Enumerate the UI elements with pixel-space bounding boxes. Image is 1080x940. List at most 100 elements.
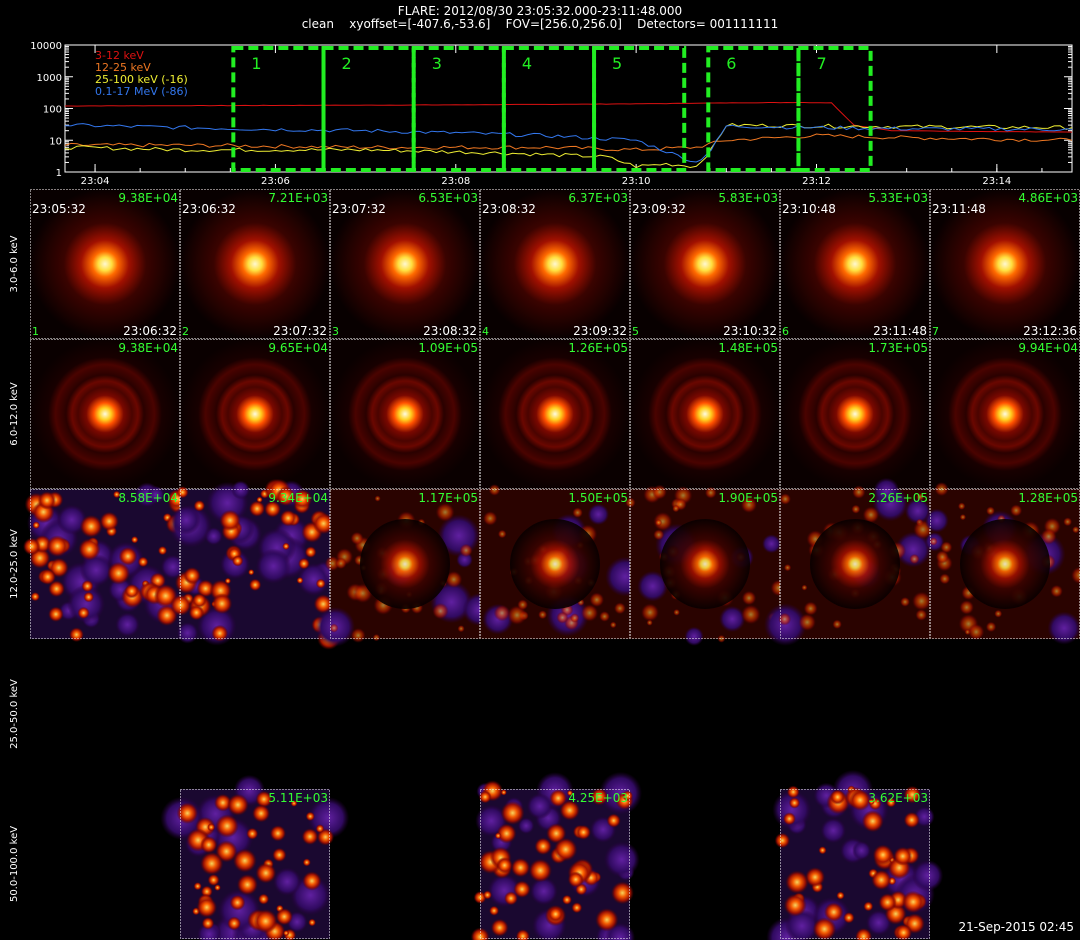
noise-blob bbox=[903, 811, 920, 829]
noise-blob bbox=[959, 513, 967, 521]
legend-entry-2: 25-100 keV (-16) bbox=[95, 73, 188, 86]
x-tick-label: 23:14 bbox=[982, 176, 1011, 187]
noise-blob bbox=[273, 867, 302, 896]
noise-blob bbox=[496, 857, 513, 874]
noise-blob bbox=[653, 511, 673, 532]
noise-blob bbox=[470, 927, 490, 940]
peak-value: 5.83E+03 bbox=[718, 191, 778, 205]
noise-blob bbox=[895, 531, 931, 568]
peak-value: 4.25E+03 bbox=[568, 791, 628, 805]
noise-blob bbox=[490, 918, 509, 937]
noise-blob bbox=[200, 836, 218, 854]
map-panel-r0-c4: 5.83E+03 23:09:32 23:10:32 5 bbox=[630, 189, 780, 339]
noise-blob bbox=[609, 621, 617, 629]
panel-border bbox=[180, 339, 330, 489]
noise-blob bbox=[188, 604, 205, 621]
interval-label-3: 3 bbox=[432, 54, 442, 73]
map-panel-r2-c4: 1.90E+05 bbox=[625, 484, 788, 646]
noise-blob bbox=[901, 890, 925, 914]
noise-blob bbox=[30, 592, 40, 602]
noise-blob bbox=[211, 624, 229, 642]
interval-box-6 bbox=[706, 46, 801, 172]
noise-blob bbox=[740, 604, 761, 625]
noise-blob bbox=[374, 495, 381, 502]
noise-blob bbox=[249, 578, 262, 592]
peak-value: 9.34E+04 bbox=[268, 491, 328, 505]
panel-border bbox=[480, 789, 630, 939]
noise-blob bbox=[236, 874, 258, 896]
interval-index: 2 bbox=[182, 325, 189, 338]
noise-blob bbox=[305, 811, 315, 821]
noise-blob bbox=[872, 844, 894, 866]
map-panel-r1-c3: 1.26E+05 bbox=[480, 339, 630, 489]
noise-blob bbox=[272, 847, 287, 863]
peak-value: 9.65E+04 bbox=[268, 341, 328, 355]
interval-label-6: 6 bbox=[726, 54, 736, 73]
noise-blob bbox=[176, 802, 199, 824]
noise-blob bbox=[772, 790, 812, 830]
noise-blob bbox=[118, 546, 138, 566]
noise-blob bbox=[488, 484, 501, 496]
noise-blob bbox=[836, 891, 845, 900]
y-tick-label: 10 bbox=[49, 136, 62, 147]
map-panel-r0-c2: 6.53E+03 23:07:32 23:08:32 3 bbox=[330, 189, 480, 339]
panel-border bbox=[30, 489, 180, 639]
noise-blob bbox=[489, 905, 500, 916]
map-panel-r2-c1: 9.34E+04 bbox=[168, 478, 341, 650]
map-image bbox=[330, 189, 480, 339]
noise-blob bbox=[252, 804, 271, 823]
source-core bbox=[810, 519, 900, 609]
noise-blob bbox=[459, 543, 473, 558]
noise-blob bbox=[915, 608, 928, 621]
noise-blob bbox=[801, 584, 808, 591]
noise-blob bbox=[227, 793, 249, 816]
noise-blob bbox=[39, 568, 56, 585]
map-panel-r2-c0: 8.58E+04 bbox=[23, 482, 190, 643]
noise-blob bbox=[315, 578, 326, 589]
noise-blob bbox=[1072, 526, 1080, 534]
noise-blob bbox=[812, 917, 837, 940]
noise-blob bbox=[595, 908, 619, 932]
x-tick-label: 23:06 bbox=[261, 176, 290, 187]
noise-blob bbox=[909, 553, 920, 565]
legend-entry-0: 3-12 keV bbox=[95, 49, 144, 62]
source-core bbox=[510, 519, 600, 609]
peak-value: 1.90E+05 bbox=[718, 491, 778, 505]
noise-blob bbox=[275, 486, 296, 507]
noise-blob bbox=[232, 555, 244, 567]
noise-blob bbox=[985, 621, 997, 633]
interval-start: 23:05:32 bbox=[32, 202, 86, 216]
noise-blob bbox=[37, 491, 57, 510]
noise-blob bbox=[171, 505, 201, 535]
noise-blob bbox=[652, 484, 668, 500]
noise-blob bbox=[782, 812, 796, 826]
noise-blob bbox=[603, 841, 640, 878]
noise-blob bbox=[1010, 504, 1023, 517]
noise-blob bbox=[704, 486, 717, 499]
map-image bbox=[930, 339, 1080, 489]
map-panel-r0-c5: 5.33E+03 23:10:48 23:11:48 6 bbox=[780, 189, 930, 339]
noise-blob bbox=[1070, 566, 1080, 585]
peak-value: 5.11E+03 bbox=[268, 791, 328, 805]
map-image bbox=[330, 339, 480, 489]
noise-blob bbox=[786, 785, 800, 799]
noise-blob bbox=[500, 789, 507, 796]
noise-blob bbox=[435, 502, 455, 522]
noise-blob bbox=[785, 909, 819, 940]
map-panel-r2-c2: 1.17E+05 bbox=[315, 489, 496, 647]
noise-blob bbox=[866, 909, 892, 936]
map-panel-r1-c4: 1.48E+05 bbox=[630, 339, 780, 489]
noise-blob bbox=[673, 608, 681, 616]
map-image bbox=[30, 339, 180, 489]
panel-border bbox=[330, 489, 480, 639]
interval-start: 23:11:48 bbox=[932, 202, 986, 216]
noise-blob bbox=[497, 529, 507, 539]
noise-blob bbox=[304, 546, 317, 558]
noise-blob bbox=[504, 891, 518, 906]
interval-index: 7 bbox=[932, 325, 939, 338]
noise-blob bbox=[868, 798, 875, 805]
noise-blob bbox=[957, 502, 966, 510]
noise-blob bbox=[482, 511, 498, 526]
noise-blob bbox=[1063, 517, 1073, 527]
noise-blob bbox=[79, 514, 103, 538]
